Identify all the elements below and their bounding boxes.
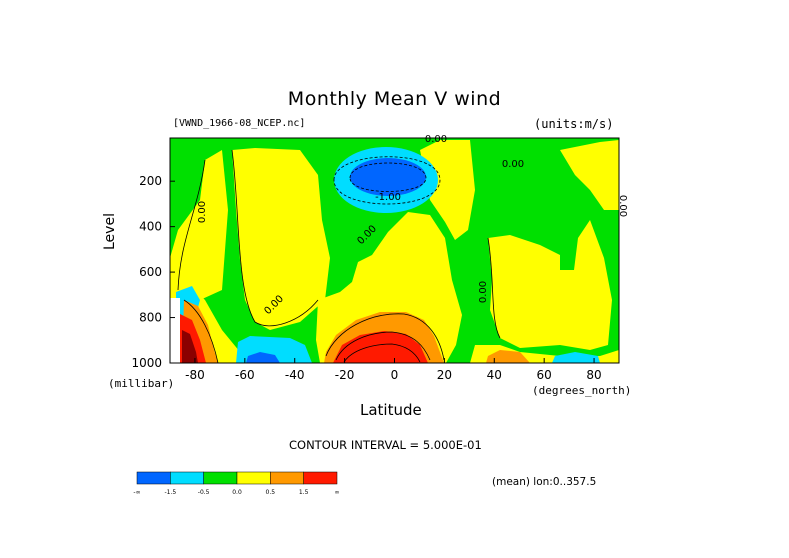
field-red-low-trop bbox=[333, 331, 428, 363]
field-blue-south-surface bbox=[246, 352, 280, 363]
x-tick-label: -60 bbox=[235, 368, 255, 382]
contour-label: 0.00 bbox=[617, 195, 628, 217]
field-yellow-midlat-south bbox=[232, 148, 330, 330]
legend-color-box bbox=[236, 471, 271, 485]
field-missing-south-pole bbox=[170, 298, 180, 363]
x-tick-label: 0 bbox=[391, 368, 399, 382]
legend-group: -∞ -1.5 -0.5 0.0 0.5 1.5 ∞ bbox=[133, 471, 340, 496]
legend-label: 1.5 bbox=[299, 489, 309, 496]
contour-label: 0.00 bbox=[197, 201, 208, 223]
legend-label: 0.5 bbox=[266, 489, 276, 496]
legend-color-box bbox=[303, 471, 338, 485]
legend-color-box bbox=[170, 471, 204, 485]
chart-title: Monthly Mean V wind bbox=[287, 88, 502, 110]
legend-label: -0.5 bbox=[198, 489, 210, 496]
field-orange-north-surface bbox=[486, 350, 530, 363]
contour-zero-south bbox=[231, 149, 319, 327]
y-tick-label: 800 bbox=[139, 311, 162, 325]
contour-label: 0.00 bbox=[425, 134, 447, 145]
legend-color-box bbox=[270, 471, 304, 485]
x-tick-label: -20 bbox=[335, 368, 355, 382]
x-tick-label: 80 bbox=[586, 368, 601, 382]
y-tick-label: 200 bbox=[139, 174, 162, 188]
contour-label: -1.00 bbox=[375, 192, 401, 203]
axes-group: -80 -60 -40 -20 0 20 40 60 80 200 400 600 800 1000 bbox=[131, 174, 601, 382]
longitude-mean-note: (mean) lon:0..357.5 bbox=[492, 476, 597, 488]
field-yellow-north-upper bbox=[420, 140, 475, 240]
field-yellow-north-mid bbox=[488, 220, 612, 350]
y-tick-label: 1000 bbox=[131, 356, 162, 370]
contour-neg-outer bbox=[333, 156, 441, 205]
contour-label: 0.00 bbox=[478, 281, 489, 303]
heatmap-field bbox=[170, 138, 619, 363]
field-yellow-north-top bbox=[560, 140, 619, 210]
x-tick-label: -40 bbox=[285, 368, 305, 382]
x-axis-units: (degrees_north) bbox=[532, 384, 632, 397]
field-yellow-left bbox=[170, 150, 228, 312]
legend-color-box bbox=[136, 471, 171, 485]
legend-label: -1.5 bbox=[164, 489, 176, 496]
contour-south-pole bbox=[183, 299, 219, 363]
y-axis-units: (millibar) bbox=[108, 377, 175, 390]
legend-label: ∞ bbox=[335, 489, 340, 496]
legend-color-box bbox=[203, 471, 238, 485]
legend-label: -∞ bbox=[133, 489, 140, 496]
contour-zero-left bbox=[177, 159, 206, 291]
x-tick-label: -80 bbox=[185, 368, 205, 382]
x-tick-label: 20 bbox=[437, 368, 452, 382]
contour-label: 0.00 bbox=[502, 159, 524, 170]
contour-pos-3 bbox=[343, 343, 421, 363]
contour-interval-note: CONTOUR INTERVAL = 5.000E-01 bbox=[289, 438, 482, 452]
y-tick-label: 400 bbox=[139, 220, 162, 234]
legend-label: 0.0 bbox=[232, 489, 242, 496]
field-cyan-north-surface bbox=[552, 352, 600, 363]
field-blue-upper-tropics bbox=[350, 158, 426, 196]
x-tick-label: 60 bbox=[537, 368, 552, 382]
field-darkred-south-pole bbox=[182, 330, 198, 363]
y-tick-label: 600 bbox=[139, 265, 162, 279]
contour-neg-inner bbox=[349, 162, 427, 192]
x-tick-label: 40 bbox=[487, 368, 502, 382]
contour-lines bbox=[177, 149, 501, 363]
contour-pos-1 bbox=[325, 313, 445, 361]
contour-pos-2 bbox=[335, 331, 431, 361]
contour-zero-north bbox=[487, 237, 501, 339]
x-axis-label: Latitude bbox=[360, 401, 422, 419]
units-label: (units:m/s) bbox=[534, 117, 614, 131]
dataset-label: [VWND_1966-08_NCEP.nc] bbox=[173, 118, 306, 129]
